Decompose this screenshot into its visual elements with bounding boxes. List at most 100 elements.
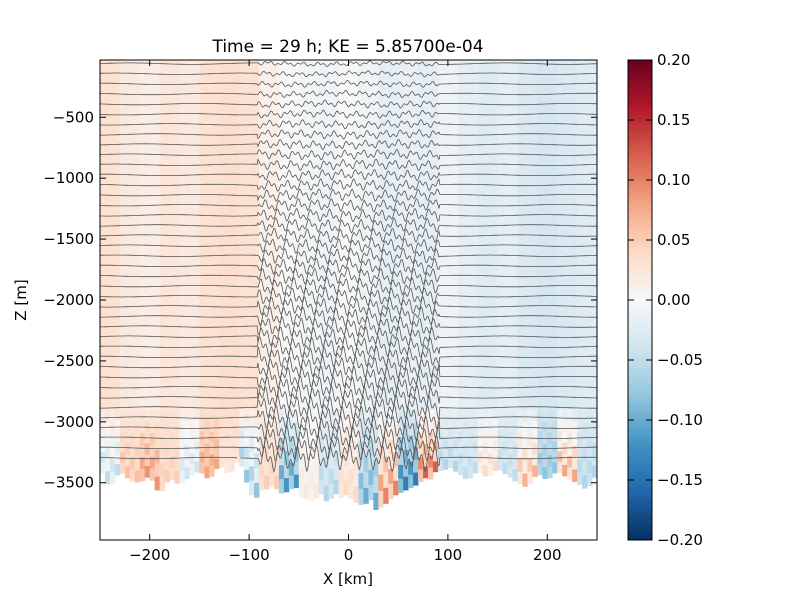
field-cell [268,448,275,462]
field-cell [229,60,235,410]
field-cell [318,60,325,410]
field-cell [552,420,558,432]
field-cell [119,441,126,453]
field-cell [452,409,459,421]
field-cell [273,436,280,450]
contour-line [100,109,597,119]
field-cell [423,60,429,410]
field-cell [462,421,469,433]
field-cell [169,409,175,422]
contour-line [100,227,597,244]
field-cell [398,464,404,480]
field-cell [552,409,558,421]
field-cell [413,472,419,486]
field-cell [114,409,121,421]
field-cell [129,421,136,434]
field-cell [413,434,419,448]
field-cell [393,60,399,410]
field-cell [293,448,300,463]
field-cell [437,450,444,461]
field-cell [502,452,508,464]
field-cell [487,409,494,421]
field-cell [283,478,290,493]
field-cell [154,436,161,451]
field-cell [577,409,583,423]
field-cell [572,433,578,446]
field-cell [249,452,255,467]
field-cell [452,440,459,452]
field-cell [164,60,170,410]
field-cell [393,466,399,482]
field-cell [413,60,419,410]
field-cell [403,423,409,437]
field-cell [298,468,305,484]
field-cell [428,421,434,434]
field-cell [214,409,220,420]
field-cell [308,485,315,502]
field-cell [343,480,349,496]
field-cell [522,435,528,449]
field-cell [109,446,116,460]
field-cell [199,60,205,410]
field-cell [383,487,389,504]
contour-line [100,384,597,411]
field-cell [353,440,359,457]
field-cell [477,451,484,463]
y-axis-label: Z [m] [12,279,30,320]
field-cell [378,474,384,492]
field-cell [537,463,543,476]
field-cell [318,451,325,467]
field-cell [104,471,111,485]
field-cell [224,420,230,432]
field-cell [219,428,225,439]
field-cell [119,451,126,463]
field-cell [552,60,558,410]
field-cell [109,60,116,410]
field-cell [288,449,295,463]
field-cell [353,425,359,441]
field-cell [492,450,498,461]
field-cell [259,463,265,478]
field-cell [562,431,568,444]
field-cell [169,444,175,457]
field-cell [522,448,528,462]
field-cell [507,454,513,467]
field-cell [552,462,558,474]
chart-title: Time = 29 h; KE = 5.85700e-04 [211,37,483,57]
field-cell [567,60,573,410]
field-cell [482,420,489,433]
field-cell [487,60,494,410]
field-cell [154,463,161,478]
field-cell [592,465,597,478]
contour-line [100,207,597,223]
field-cell [244,433,250,447]
field-cell [254,438,260,454]
field-cell [487,442,494,454]
field-cell [467,443,474,456]
field-cell [244,421,250,435]
field-cell [432,60,439,410]
field-cell [527,434,533,448]
field-cell [328,409,334,425]
field-cell [268,409,275,423]
field-cell [328,439,334,455]
field-cell [109,434,116,448]
field-cell [179,446,185,459]
field-cell [119,409,126,421]
field-cell [572,445,578,458]
field-cell [522,473,528,487]
field-cell [567,467,573,480]
field-cell [557,441,563,452]
field-cell [219,448,225,459]
field-cell [154,409,161,424]
field-cell [457,409,464,421]
field-cell [129,433,136,446]
field-cell [328,60,334,410]
field-cell [452,419,459,431]
field-cell [134,433,141,447]
field-cell [423,455,429,467]
field-cell [363,409,369,426]
field-cell [363,472,369,489]
field-cell [139,421,146,434]
field-cell [219,457,225,468]
